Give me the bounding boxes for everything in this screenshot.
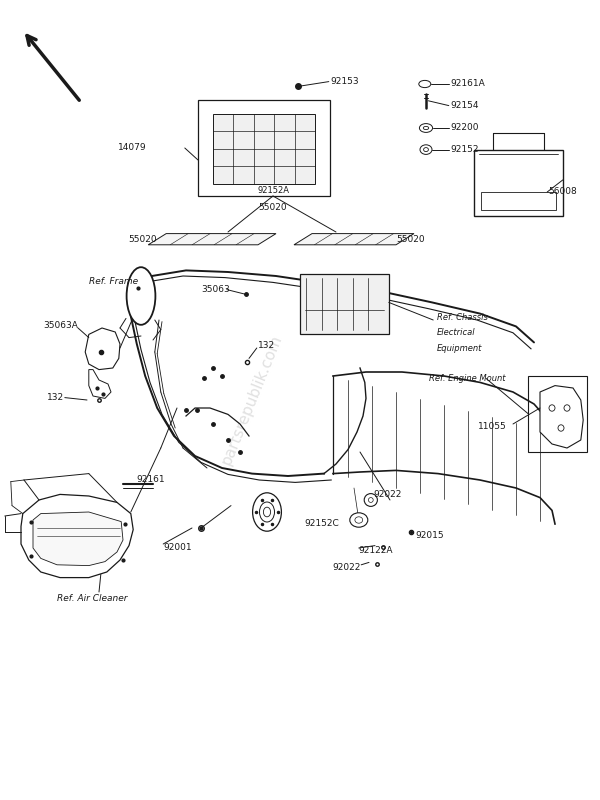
Text: 92152: 92152 [450, 145, 479, 154]
Text: 56008: 56008 [548, 187, 577, 197]
Text: Ref. Chassis: Ref. Chassis [437, 313, 488, 322]
Text: 92154: 92154 [450, 101, 479, 110]
Text: 11055: 11055 [478, 422, 507, 431]
Bar [528, 376, 587, 452]
Text: 35063A: 35063A [43, 321, 78, 330]
Polygon shape [540, 386, 583, 448]
Text: Ref. Frame: Ref. Frame [89, 277, 138, 286]
Bar [481, 192, 556, 210]
Text: 92200: 92200 [450, 123, 479, 133]
Text: 132: 132 [258, 341, 275, 350]
Polygon shape [89, 370, 111, 398]
Text: 55020: 55020 [259, 203, 287, 213]
Text: 55020: 55020 [396, 235, 425, 245]
Text: 92152C: 92152C [304, 518, 339, 528]
Polygon shape [148, 234, 276, 245]
Ellipse shape [364, 494, 377, 506]
Bar [474, 150, 563, 216]
Text: Electrical: Electrical [437, 328, 475, 338]
Ellipse shape [127, 267, 155, 325]
Text: 92122A: 92122A [359, 546, 394, 555]
Polygon shape [33, 512, 123, 566]
Text: 92153: 92153 [330, 77, 359, 86]
Text: 92022: 92022 [333, 562, 361, 572]
Text: partsrepublik.com: partsrepublik.com [219, 333, 285, 467]
Text: 14079: 14079 [118, 143, 147, 153]
Text: 92015: 92015 [415, 530, 444, 540]
Text: 92152A: 92152A [257, 186, 289, 195]
Bar [198, 100, 330, 196]
Polygon shape [21, 494, 133, 578]
Polygon shape [85, 328, 120, 370]
Bar [300, 274, 389, 334]
Text: 132: 132 [47, 393, 64, 402]
Text: 55020: 55020 [128, 235, 157, 245]
Text: 92161A: 92161A [450, 79, 485, 89]
Text: Ref. Engine Mount: Ref. Engine Mount [429, 374, 505, 383]
Polygon shape [294, 234, 414, 245]
Ellipse shape [350, 513, 368, 527]
Ellipse shape [253, 493, 281, 531]
Text: 92161: 92161 [137, 475, 166, 485]
Text: 92001: 92001 [163, 543, 192, 553]
Polygon shape [213, 114, 315, 184]
Text: Ref. Air Cleaner: Ref. Air Cleaner [57, 594, 128, 603]
Text: 92022: 92022 [373, 490, 401, 499]
Text: Equipment: Equipment [437, 343, 482, 353]
Text: 35063: 35063 [201, 285, 230, 294]
